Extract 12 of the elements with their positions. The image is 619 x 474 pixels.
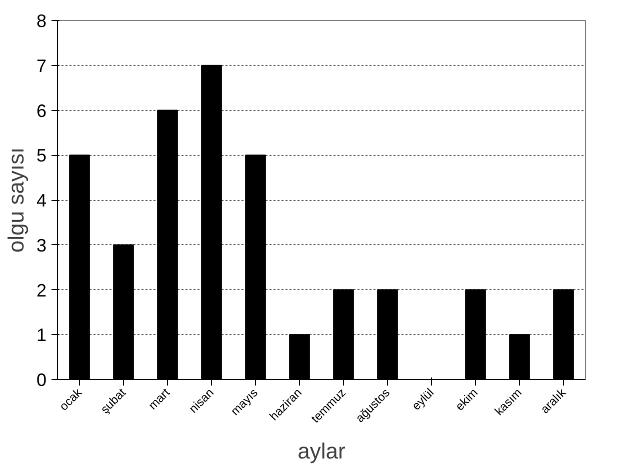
y-tick-label: 2 (36, 280, 47, 300)
y-tick-label: 4 (36, 190, 47, 210)
y-tick-label: 8 (36, 11, 47, 31)
y-tick-label: 7 (36, 56, 47, 76)
y-tick-label: 5 (36, 146, 47, 166)
y-tick-label: 3 (36, 235, 47, 256)
y-tick-label: 1 (36, 325, 47, 346)
y-tick-label: 6 (36, 100, 47, 121)
y-tick-label: 0 (36, 370, 47, 390)
y-axis-title: olgu sayısı (3, 147, 28, 253)
x-axis-title: aylar (298, 438, 346, 464)
x-tick-label: ekim (452, 386, 480, 414)
